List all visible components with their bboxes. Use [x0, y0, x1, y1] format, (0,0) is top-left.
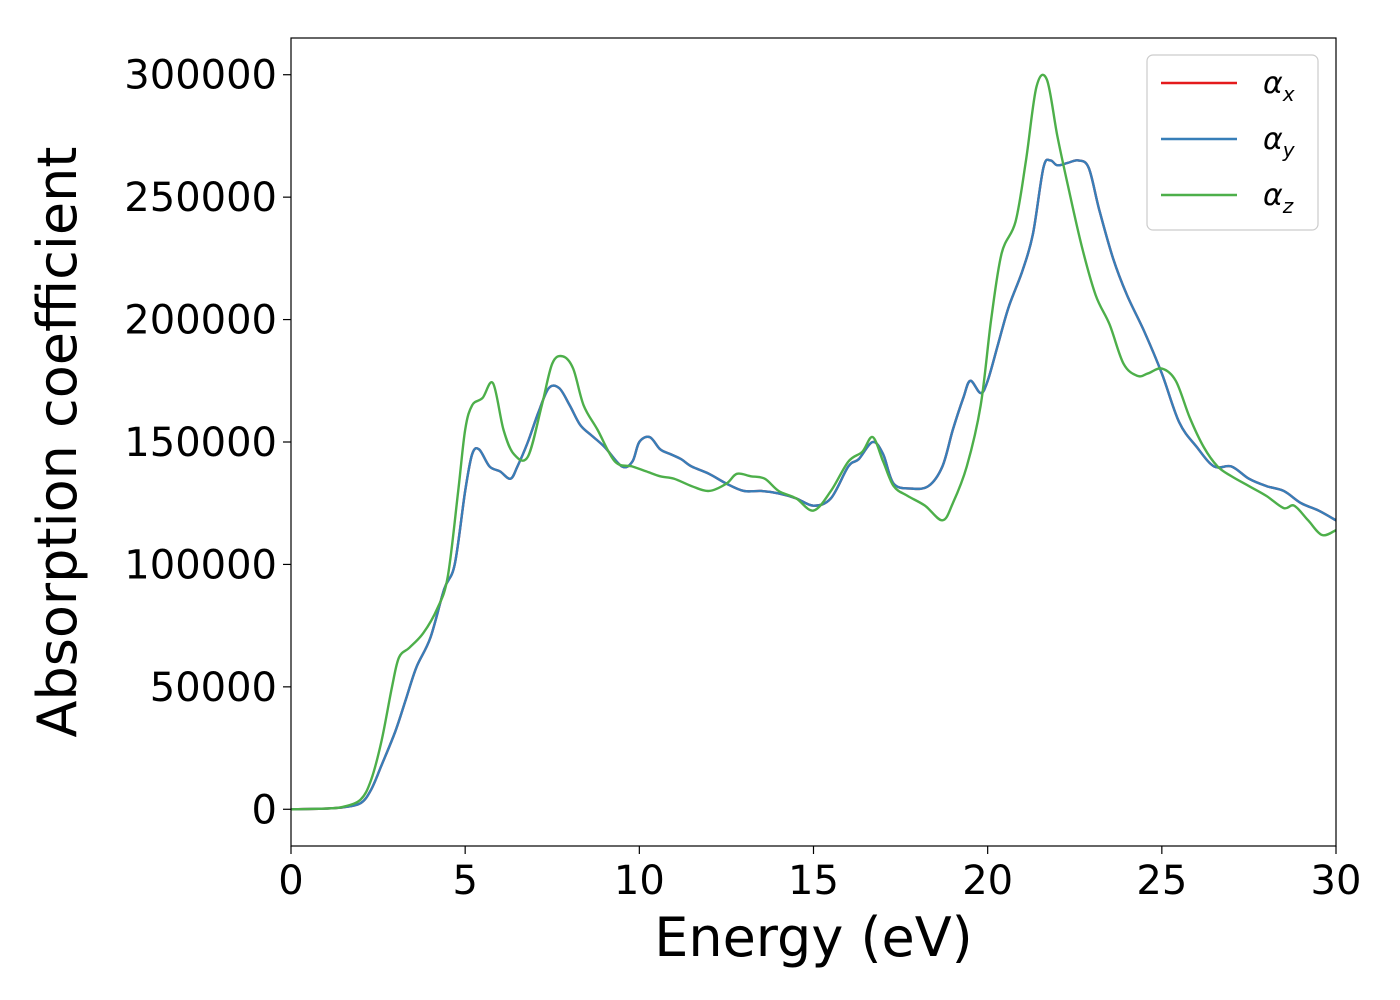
y-tick-label: 50000 [150, 665, 277, 711]
y-tick-label: 200000 [124, 298, 277, 344]
legend-label-y: αy [1263, 122, 1296, 162]
legend: αx αy αz [1146, 54, 1319, 231]
y-tick-label: 250000 [124, 175, 277, 221]
y-tick-label: 300000 [124, 53, 277, 99]
x-tick-label: 30 [1311, 858, 1362, 904]
x-tick-layer: 0 5 10 15 20 25 30 [278, 846, 1361, 904]
series-line-y [291, 158, 1336, 811]
x-tick-label: 15 [788, 858, 839, 904]
x-tick-label: 10 [614, 858, 665, 904]
legend-label-x: αx [1263, 66, 1295, 106]
x-tick-label: 25 [1136, 858, 1187, 904]
x-tick-label: 0 [278, 858, 303, 904]
series-line-z [291, 73, 1336, 811]
x-axis-title: Energy (eV) [654, 906, 973, 969]
y-tick-layer: 0 50000 100000 150000 200000 250000 300000 [124, 53, 291, 833]
series-line-x [291, 158, 1336, 811]
x-tick-label: 5 [452, 858, 477, 904]
y-tick-label: 100000 [124, 542, 277, 588]
y-tick-label: 150000 [124, 420, 277, 466]
x-tick-label: 20 [962, 858, 1013, 904]
y-axis-title: Absorption coefficient [26, 147, 89, 738]
y-tick-label: 0 [252, 787, 277, 833]
series-layer [291, 73, 1336, 811]
legend-label-z: αz [1263, 178, 1294, 218]
plot-frame [290, 37, 1337, 847]
legend-box [1146, 54, 1319, 231]
